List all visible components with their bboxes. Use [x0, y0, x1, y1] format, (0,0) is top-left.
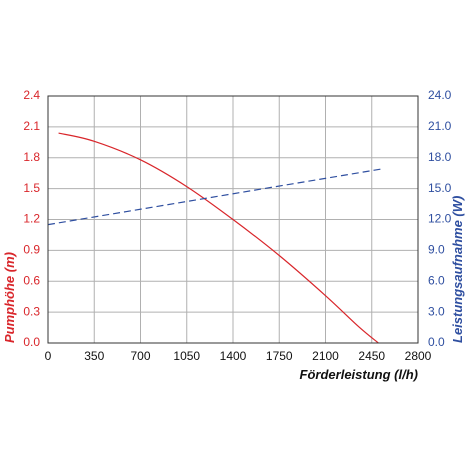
pump-head-curve [58, 132, 379, 344]
y-right-tick-label: 15.0 [428, 181, 452, 195]
y-left-tick-label: 0.6 [23, 273, 40, 287]
y-right-tick-label: 12.0 [428, 212, 452, 226]
y-left-tick-label: 0.9 [23, 243, 40, 257]
y-left-axis-title: Pumphöhe (m) [2, 252, 17, 343]
x-tick-label: 1050 [173, 349, 200, 363]
y-left-tick-label: 1.5 [23, 181, 40, 195]
x-tick-label: 1750 [266, 349, 293, 363]
grid-layer [48, 96, 418, 343]
y-right-tick-label: 6.0 [428, 273, 445, 287]
y-right-tick-label: 0.0 [428, 335, 445, 349]
y-left-tick-label: 0.3 [23, 304, 40, 318]
y-left-tick-label: 1.8 [23, 150, 40, 164]
x-tick-label: 2450 [358, 349, 385, 363]
ticks-layer: 0 350 700 1050 1400 1750 2100 2450 28000.00.30.6… [23, 88, 451, 363]
plot-frame [47, 95, 419, 344]
x-tick-label: 350 [84, 349, 104, 363]
x-tick-label: 700 [130, 349, 150, 363]
y-left-tick-label: 1.2 [23, 212, 40, 226]
y-right-tick-label: 9.0 [428, 243, 445, 257]
x-tick-label: 1400 [220, 349, 247, 363]
y-right-tick-label: 18.0 [428, 150, 452, 164]
y-right-tick-label: 3.0 [428, 304, 445, 318]
power-consumption-line [47, 168, 382, 226]
y-left-tick-label: 2.4 [23, 88, 40, 102]
series-layer [47, 132, 382, 344]
x-tick-label: 2100 [312, 349, 339, 363]
y-left-tick-label: 0.0 [23, 335, 40, 349]
x-tick-label: 0 [45, 349, 52, 363]
x-axis-title: Förderleistung (l/h) [300, 367, 418, 382]
y-right-tick-label: 21.0 [428, 119, 452, 133]
y-right-tick-label: 24.0 [428, 88, 452, 102]
y-left-tick-label: 2.1 [23, 119, 40, 133]
y-right-axis-title: Leistungsaufnahme (W) [450, 196, 465, 343]
x-tick-label: 2800 [405, 349, 432, 363]
